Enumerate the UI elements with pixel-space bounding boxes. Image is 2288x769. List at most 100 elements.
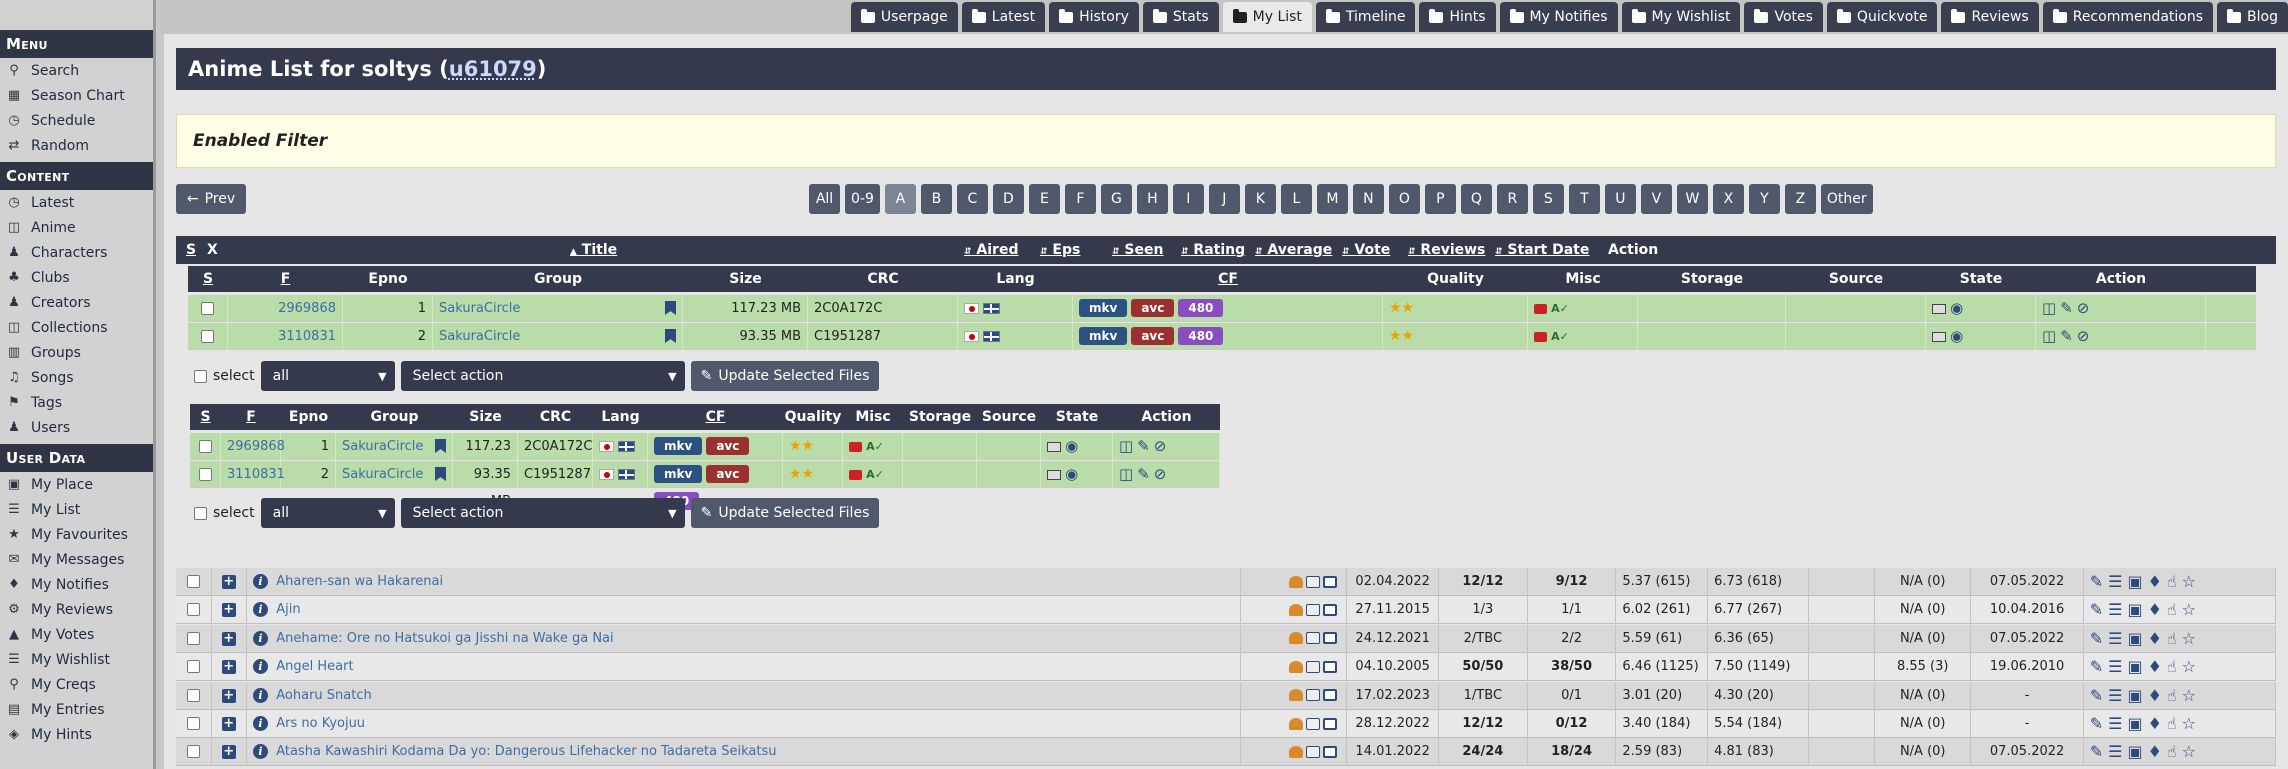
file-select-checkbox[interactable]	[198, 468, 212, 481]
letter-filter-a[interactable]: A	[884, 184, 916, 214]
bell-icon[interactable]: ♦	[2147, 685, 2162, 705]
user-id-link[interactable]: u61079	[448, 57, 537, 81]
tab-my-list[interactable]: My List	[1222, 2, 1312, 32]
thumbs-up-icon[interactable]: ☝	[2166, 685, 2177, 705]
action-select[interactable]: Select action ▼	[400, 361, 685, 391]
edit-icon[interactable]: ✎	[2089, 685, 2104, 705]
delete-icon[interactable]: ◫	[1119, 437, 1134, 455]
letter-filter-i[interactable]: I	[1172, 184, 1204, 214]
sidebar-item-clubs[interactable]: ♣ Clubs	[0, 265, 153, 290]
tab-stats[interactable]: Stats	[1142, 2, 1219, 32]
watched-eye-icon[interactable]: ◉	[1065, 465, 1079, 483]
anime-title-link[interactable]: Aoharu Snatch	[276, 687, 372, 703]
sidebar-item-tags[interactable]: ⚑ Tags	[0, 390, 153, 415]
file-select-checkbox[interactable]	[198, 440, 212, 453]
edit-list-icon[interactable]: ☰	[2108, 714, 2123, 733]
edit-list-icon[interactable]: ☰	[2108, 685, 2123, 705]
update-selected-files-button[interactable]: ✎ Update Selected Files	[690, 361, 880, 391]
letter-filter-s[interactable]: S	[1532, 184, 1564, 214]
letter-filter-all[interactable]: All	[809, 184, 840, 214]
col-average[interactable]: ⇵ Average	[1255, 242, 1332, 258]
bookmark-icon[interactable]	[665, 329, 676, 343]
tab-my-notifies[interactable]: My Notifies	[1499, 2, 1618, 32]
sidebar-item-latest[interactable]: ◷ Latest	[0, 190, 153, 215]
sidebar-item-my-hints[interactable]: ◈ My Hints	[0, 722, 153, 747]
sidebar-item-collections[interactable]: ◫ Collections	[0, 315, 153, 340]
letter-filter-b[interactable]: B	[920, 184, 952, 214]
bookmark-icon[interactable]	[435, 467, 446, 481]
tab-reviews[interactable]: Reviews	[1941, 2, 2039, 32]
edit-list-icon[interactable]: ☰	[2108, 742, 2123, 762]
col-vote[interactable]: ⇵ Vote	[1342, 242, 1390, 258]
watched-eye-icon[interactable]: ◉	[1950, 327, 1964, 345]
hide-eye-icon[interactable]: ⊘	[1153, 437, 1167, 455]
anime-title-link[interactable]: Anehame: Ore no Hatsukoi ga Jisshi na Wa…	[276, 630, 614, 646]
letter-filter-v[interactable]: V	[1640, 184, 1672, 214]
col-reviews[interactable]: ⇵ Reviews	[1408, 242, 1485, 258]
letter-filter-r[interactable]: R	[1496, 184, 1528, 214]
star-icon[interactable]: ☆	[2181, 572, 2196, 591]
gift-icon[interactable]: ▣	[2127, 742, 2143, 762]
expand-plus-icon[interactable]: +	[221, 574, 236, 589]
sidebar-item-my-entries[interactable]: ▤ My Entries	[0, 697, 153, 722]
sidebar-item-users[interactable]: ♟ Users	[0, 415, 153, 440]
bell-icon[interactable]: ♦	[2147, 628, 2162, 648]
letter-filter-e[interactable]: E	[1028, 184, 1060, 214]
tab-votes[interactable]: Votes	[1744, 2, 1823, 32]
info-icon[interactable]: i	[253, 630, 268, 646]
sidebar-item-my-reviews[interactable]: ⚙ My Reviews	[0, 597, 153, 622]
col-eps[interactable]: ⇵ Eps	[1040, 242, 1080, 258]
scope-select[interactable]: all ▼	[260, 498, 395, 528]
file-select-checkbox[interactable]	[201, 302, 214, 315]
col-aired[interactable]: ⇵ Aired	[964, 242, 1018, 258]
sidebar-item-my-votes[interactable]: ▲ My Votes	[0, 622, 153, 647]
sidebar-item-my-wishlist[interactable]: ☰ My Wishlist	[0, 647, 153, 672]
sidebar-item-songs[interactable]: ♫ Songs	[0, 365, 153, 390]
star-icon[interactable]: ☆	[2181, 685, 2196, 705]
edit-icon[interactable]: ✎	[2089, 657, 2104, 677]
tab-blog[interactable]: Blog	[2217, 2, 2288, 32]
select-all-checkbox[interactable]	[194, 369, 207, 383]
letter-filter-l[interactable]: L	[1280, 184, 1312, 214]
thumbs-up-icon[interactable]: ☝	[2166, 657, 2177, 677]
sidebar-item-search[interactable]: ⚲ Search	[0, 58, 153, 83]
letter-filter-other[interactable]: Other	[1820, 184, 1873, 214]
col-rating[interactable]: ⇵ Rating	[1181, 242, 1245, 258]
sidebar-item-my-favourites[interactable]: ★ My Favourites	[0, 522, 153, 547]
anime-title-link[interactable]: Ars no Kyojuu	[276, 716, 366, 731]
thumbs-up-icon[interactable]: ☝	[2166, 628, 2177, 648]
letter-filter-n[interactable]: N	[1352, 184, 1384, 214]
prev-button[interactable]: ← Prev	[176, 184, 246, 214]
tab-hints[interactable]: Hints	[1419, 2, 1496, 32]
thumbs-up-icon[interactable]: ☝	[2166, 600, 2177, 620]
edit-list-icon[interactable]: ☰	[2108, 572, 2123, 591]
edit-icon[interactable]: ✎	[2089, 742, 2104, 762]
anime-select-checkbox[interactable]	[186, 688, 200, 702]
letter-filter-0-9[interactable]: 0-9	[845, 184, 880, 214]
letter-filter-h[interactable]: H	[1136, 184, 1168, 214]
tab-my-wishlist[interactable]: My Wishlist	[1621, 2, 1741, 32]
expand-plus-icon[interactable]: +	[221, 716, 236, 731]
file-col-f[interactable]: F	[280, 271, 291, 287]
anime-title-link[interactable]: Ajin	[276, 602, 301, 618]
watched-eye-icon[interactable]: ◉	[1065, 437, 1079, 455]
anime-select-checkbox[interactable]	[186, 745, 200, 759]
hide-eye-icon[interactable]: ⊘	[2076, 327, 2090, 345]
edit-icon[interactable]: ✎	[1137, 437, 1150, 455]
gift-icon[interactable]: ▣	[2127, 572, 2143, 591]
file-group-link[interactable]: SakuraCircle	[439, 329, 521, 344]
watched-eye-icon[interactable]: ◉	[1950, 299, 1964, 317]
bookmark-icon[interactable]	[665, 301, 676, 315]
edit-icon[interactable]: ✎	[2089, 572, 2104, 591]
bookmark-icon[interactable]	[435, 439, 446, 453]
star-icon[interactable]: ☆	[2181, 628, 2196, 648]
file-col-s[interactable]: S	[202, 271, 214, 287]
file-id-link[interactable]: 2969868	[227, 439, 285, 454]
letter-filter-j[interactable]: J	[1208, 184, 1240, 214]
star-icon[interactable]: ☆	[2181, 657, 2196, 677]
letter-filter-x[interactable]: X	[1712, 184, 1744, 214]
info-icon[interactable]: i	[253, 602, 268, 618]
file-col-cf[interactable]: CF	[705, 409, 726, 425]
anime-select-checkbox[interactable]	[186, 717, 200, 730]
file-col-s[interactable]: S	[200, 409, 211, 425]
